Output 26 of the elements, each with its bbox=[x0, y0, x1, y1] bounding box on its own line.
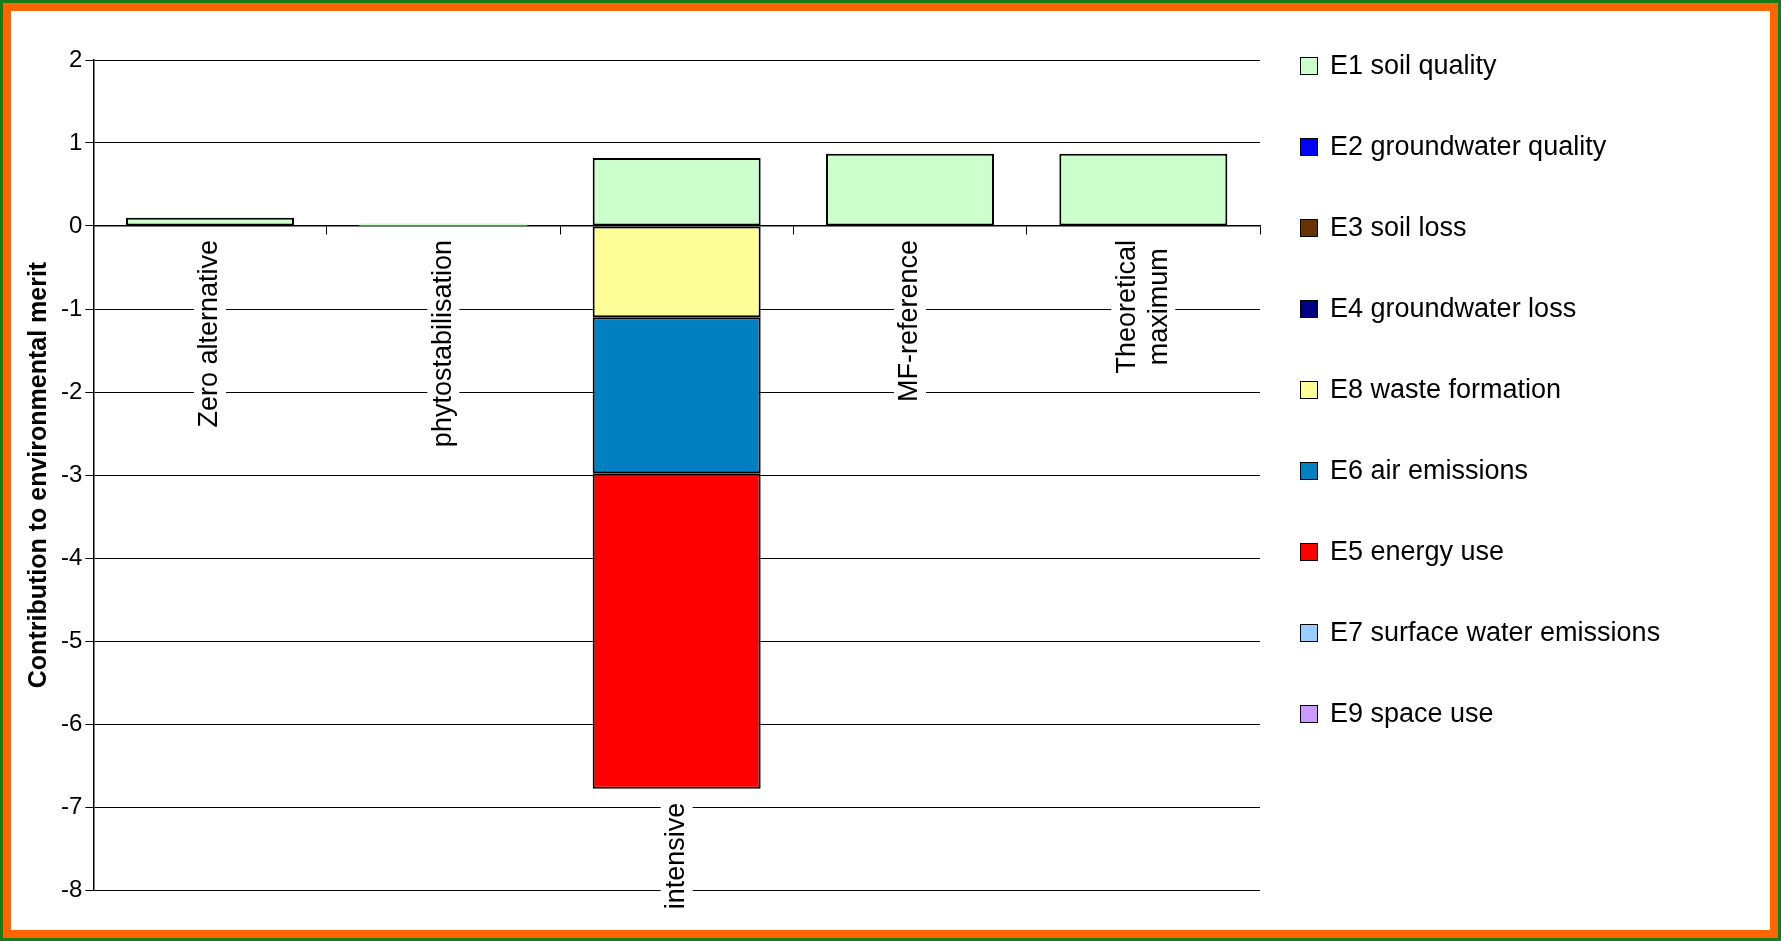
x-tick-label: phytostabilisation bbox=[426, 239, 457, 448]
legend-label: E6 air emissions bbox=[1330, 455, 1529, 486]
legend-label: E7 surface water emissions bbox=[1330, 617, 1661, 648]
legend-label: E5 energy use bbox=[1330, 536, 1505, 567]
y-tick-label: -7 bbox=[61, 791, 83, 819]
y-tick-label: 0 bbox=[68, 210, 83, 238]
y-tick-label: -2 bbox=[61, 376, 83, 404]
y-tick-label: -6 bbox=[61, 708, 83, 736]
x-tick-label: intensive bbox=[660, 802, 691, 910]
y-tick-label: -3 bbox=[61, 459, 83, 487]
x-tick-label: Theoretical maximum bbox=[1110, 239, 1173, 374]
x-tick-label: MF-reference bbox=[893, 240, 924, 403]
y-axis-title: Contribution to environmental merit bbox=[22, 261, 51, 689]
y-tick-label: 1 bbox=[68, 127, 83, 155]
x-tick-label: Zero alternative bbox=[193, 240, 224, 428]
y-tick-label: 2 bbox=[68, 44, 83, 72]
legend-label: E8 waste formation bbox=[1330, 374, 1562, 405]
legend-label: E9 space use bbox=[1330, 698, 1494, 729]
legend-label: E4 groundwater loss bbox=[1330, 293, 1577, 324]
legend-label: E1 soil quality bbox=[1330, 50, 1497, 81]
y-tick-label: -8 bbox=[61, 874, 83, 902]
legend-label: E2 groundwater quality bbox=[1330, 131, 1607, 162]
y-tick-label: -5 bbox=[61, 625, 83, 653]
y-tick-label: -1 bbox=[61, 293, 83, 321]
legend-label: E3 soil loss bbox=[1330, 212, 1467, 243]
y-tick-label: -4 bbox=[61, 542, 83, 570]
